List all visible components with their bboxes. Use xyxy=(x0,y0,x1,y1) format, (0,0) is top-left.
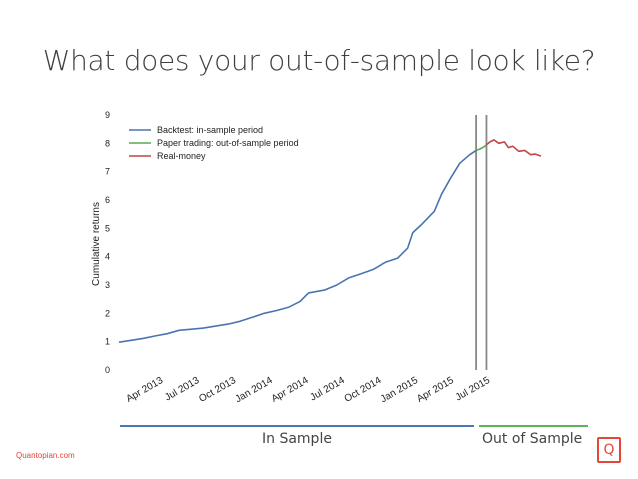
x-tick-label: Jul 2015 xyxy=(454,375,493,404)
series-line-0 xyxy=(118,149,477,343)
x-tick-label: Jan 2015 xyxy=(379,375,421,405)
x-tick-label: Apr 2013 xyxy=(124,375,165,405)
in-sample-label: In Sample xyxy=(262,431,332,447)
x-tick-label: Jan 2014 xyxy=(233,375,275,405)
y-tick-label: 1 xyxy=(105,337,110,347)
x-tick-label: Oct 2014 xyxy=(343,375,384,405)
x-tick-label: Jul 2014 xyxy=(308,375,347,404)
y-tick-label: 2 xyxy=(105,308,110,318)
y-tick-label: 9 xyxy=(105,110,110,120)
footer-site-link[interactable]: Quantopian.com xyxy=(16,451,75,460)
out-of-sample-label: Out of Sample xyxy=(482,431,583,447)
y-tick-label: 0 xyxy=(105,365,110,375)
y-tick-label: 4 xyxy=(105,252,110,262)
y-tick-label: 7 xyxy=(105,167,110,177)
y-tick-label: 8 xyxy=(105,138,110,148)
legend-label: Real-money xyxy=(157,151,206,161)
series-line-2 xyxy=(485,139,542,157)
y-axis-label: Cumulative returns xyxy=(91,202,102,286)
legend-label: Paper trading: out-of-sample period xyxy=(157,138,299,148)
x-tick-label: Apr 2015 xyxy=(415,375,456,405)
slide-title: What does your out-of-sample look like? xyxy=(42,44,596,77)
y-tick-label: 6 xyxy=(105,195,110,205)
quantopian-logo-icon: Q xyxy=(597,437,621,463)
x-tick-label: Jul 2013 xyxy=(163,375,202,404)
series-line-1 xyxy=(475,144,487,152)
x-tick-label: Oct 2013 xyxy=(197,375,238,405)
logo-letter: Q xyxy=(603,442,615,458)
x-tick-label: Apr 2014 xyxy=(270,375,311,405)
y-tick-label: 3 xyxy=(105,280,110,290)
y-tick-label: 5 xyxy=(105,223,110,233)
legend-label: Backtest: in-sample period xyxy=(157,125,263,135)
